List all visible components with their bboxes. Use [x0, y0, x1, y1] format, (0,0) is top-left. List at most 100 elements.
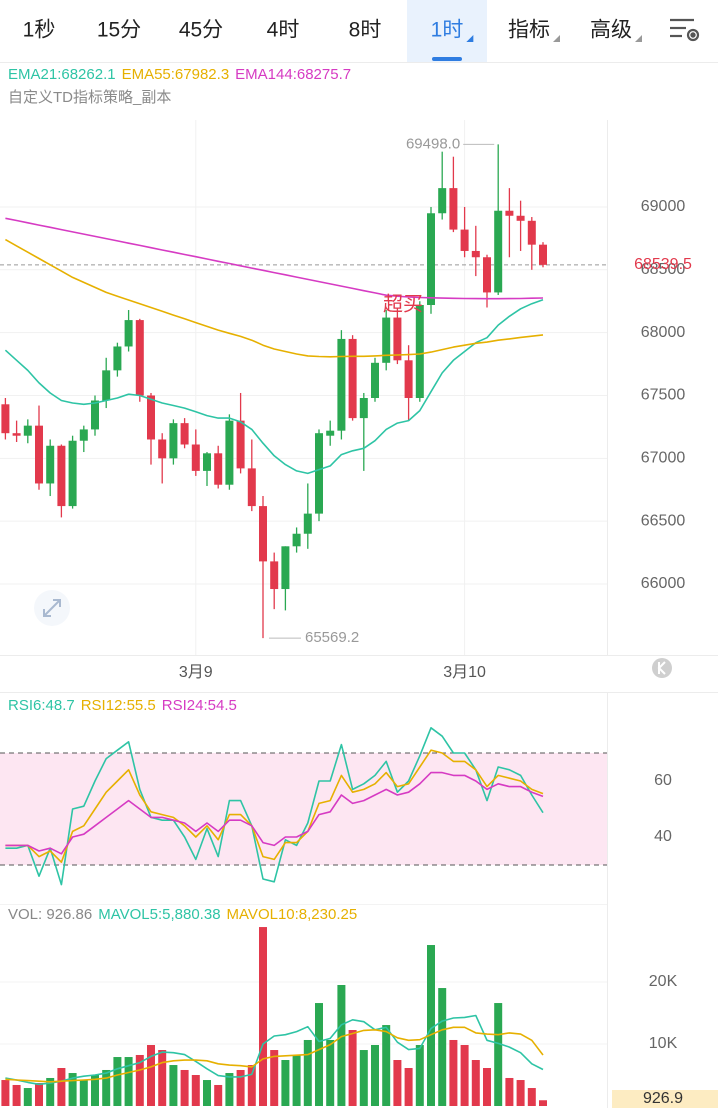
- tab[interactable]: 4时: [267, 19, 300, 42]
- volume-bar: [91, 1075, 99, 1106]
- legend-entry: EMA144:68275.7: [235, 66, 351, 83]
- y-tick-label: 20K: [649, 973, 678, 990]
- candle-body: [438, 188, 447, 214]
- y-tick-label: 69000: [641, 198, 686, 215]
- y-tick-label: 66500: [641, 512, 686, 529]
- icon-circle: [652, 658, 672, 678]
- candle-body: [68, 440, 77, 507]
- rsi-line: [5, 771, 544, 855]
- y-tick-label: 67500: [641, 387, 686, 404]
- x-tick-label: 3月9: [179, 664, 213, 681]
- volume-bar: [23, 1088, 32, 1106]
- candle-body: [315, 433, 323, 514]
- candle-body: [147, 395, 155, 440]
- icon-glyph: [657, 661, 666, 675]
- candle-body: [35, 425, 43, 484]
- y-tick-label: 60: [654, 772, 672, 789]
- tab[interactable]: 45分: [179, 19, 223, 42]
- reset-icon[interactable]: [652, 658, 672, 678]
- tab[interactable]: 15分: [97, 19, 141, 42]
- candle-body: [135, 320, 144, 396]
- volume-bar: [516, 1080, 525, 1106]
- volume-bar: [158, 1050, 167, 1106]
- tab[interactable]: 1秒: [23, 19, 56, 42]
- volume-bar: [494, 1003, 503, 1106]
- settings-icon[interactable]: [670, 18, 700, 42]
- volume-bar: [113, 1057, 122, 1106]
- candle-body: [12, 433, 21, 436]
- candle-body: [214, 453, 223, 485]
- candle-body: [169, 423, 178, 459]
- legend-entry: EMA21:68262.1: [8, 66, 116, 83]
- volume-bar: [79, 1080, 88, 1106]
- min-label: 65569.2: [305, 629, 359, 646]
- mavol-line: [5, 1014, 544, 1086]
- candle-body: [415, 304, 424, 399]
- candle-body: [191, 444, 200, 471]
- volume-bar: [449, 1039, 458, 1106]
- candle-body: [180, 423, 189, 445]
- legend-entry: RSI24:54.5: [162, 697, 237, 714]
- candle-body: [348, 338, 357, 419]
- y-tick-label: 67000: [641, 450, 686, 467]
- volume-bar: [35, 1083, 43, 1106]
- icon-gear-hub: [690, 32, 696, 38]
- volume-bar: [326, 1039, 335, 1106]
- volume-bar: [471, 1060, 480, 1106]
- volume-bar: [382, 1025, 391, 1106]
- candle-body: [337, 338, 346, 431]
- indicator-subtitle: 自定义TD指标策略_副本: [8, 89, 171, 106]
- candle-body: [292, 533, 301, 547]
- volume-bar: [427, 945, 435, 1106]
- fullscreen-icon[interactable]: [34, 590, 70, 626]
- candle-body: [371, 362, 379, 399]
- y-tick-label: 68000: [641, 324, 686, 341]
- candle-body: [359, 398, 368, 419]
- candle-body: [516, 215, 525, 221]
- candle-body: [46, 445, 55, 484]
- candle-body: [460, 229, 469, 251]
- selected-tab-indicator: [432, 57, 462, 61]
- dropdown-triangle: [553, 35, 560, 42]
- volume-bar: [247, 1065, 256, 1106]
- candle-body: [281, 546, 290, 590]
- last-volume-box: [612, 1090, 718, 1108]
- tab[interactable]: 8时: [349, 19, 382, 42]
- volume-bar: [337, 985, 346, 1106]
- candle-body: [247, 468, 256, 507]
- candle-body: [539, 244, 547, 265]
- candle-body: [527, 220, 536, 245]
- candle-body: [57, 445, 66, 507]
- volume-bar: [315, 1003, 323, 1106]
- mavol-line: [5, 1026, 544, 1083]
- candle-body: [225, 420, 234, 485]
- volume-bar: [169, 1065, 178, 1106]
- volume-bar: [359, 1050, 368, 1106]
- y-tick-label: 66000: [641, 575, 686, 592]
- candle-body: [158, 439, 167, 459]
- candle-body: [113, 346, 122, 371]
- volume-bar: [102, 1069, 111, 1106]
- volume-bar: [270, 1050, 279, 1106]
- legend-entry: RSI12:55.5: [81, 697, 156, 714]
- volume-bar: [348, 1030, 357, 1106]
- candle-body: [1, 404, 10, 434]
- last-volume-label: 926.9: [643, 1090, 683, 1107]
- tab[interactable]: 指标: [508, 19, 550, 42]
- volume-bar: [404, 1068, 413, 1106]
- volume-bar: [180, 1069, 189, 1106]
- tab[interactable]: 高级: [590, 19, 632, 42]
- tab[interactable]: 1时: [431, 19, 464, 42]
- icon-glyph: [43, 599, 61, 617]
- candle-body: [270, 561, 279, 590]
- volume-bar: [203, 1080, 211, 1106]
- dropdown-triangle: [466, 35, 474, 42]
- candle-body: [326, 430, 335, 436]
- candle-body: [79, 429, 88, 441]
- legend-entry: MAVOL10:8,230.25: [227, 906, 358, 923]
- volume-bar: [214, 1084, 223, 1106]
- max-label: 69498.0: [406, 135, 460, 152]
- volume-bar: [292, 1054, 301, 1106]
